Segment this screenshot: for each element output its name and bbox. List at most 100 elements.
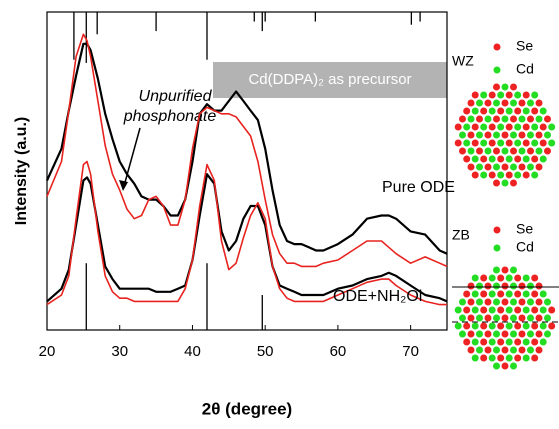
atom [467, 298, 475, 306]
atom [480, 354, 488, 362]
atom [463, 338, 471, 346]
atom [539, 306, 547, 314]
atom [548, 139, 556, 147]
atom [505, 306, 513, 314]
atom [471, 139, 479, 147]
atom [484, 346, 492, 354]
atom [539, 322, 547, 330]
atom [535, 163, 543, 171]
atom [493, 314, 500, 322]
atom [510, 83, 517, 91]
legend-dot [493, 226, 501, 234]
data-line [46, 160, 447, 306]
atom [522, 274, 530, 282]
legend-label: Se [516, 38, 533, 54]
atom [535, 314, 543, 322]
atom [501, 179, 509, 187]
x-axis-label: 2θ (degree) [202, 399, 292, 418]
atom [514, 139, 522, 147]
atom [471, 155, 479, 163]
atom [463, 139, 471, 147]
atom [467, 163, 475, 171]
atom [505, 290, 513, 298]
atom [476, 147, 483, 155]
atom [518, 147, 526, 155]
atom [493, 163, 500, 171]
atom [505, 322, 513, 330]
atom [522, 171, 530, 179]
atom [510, 99, 517, 107]
atom [510, 163, 517, 171]
atom [480, 290, 488, 298]
atom [539, 155, 547, 163]
atom [497, 306, 505, 314]
atom [531, 123, 539, 131]
atom [527, 330, 534, 338]
atom [493, 266, 500, 274]
data-line [45, 42, 448, 255]
structure-name: ZB [452, 227, 470, 243]
atom [510, 362, 517, 370]
atom [501, 314, 509, 322]
x-tick-label: 30 [111, 343, 128, 360]
atom [522, 91, 530, 99]
atom [488, 139, 496, 147]
atom [514, 107, 522, 115]
atom [531, 155, 539, 163]
atom [522, 338, 530, 346]
atom [501, 266, 509, 274]
atom [467, 131, 475, 139]
atom [463, 306, 471, 314]
atom [510, 314, 517, 322]
atom [535, 346, 543, 354]
atom [463, 290, 471, 298]
structure-name: WZ [452, 53, 474, 69]
atom [484, 298, 492, 306]
atom [510, 282, 517, 290]
atom [548, 322, 556, 330]
atom [497, 155, 505, 163]
atom [484, 314, 492, 322]
atom [527, 131, 534, 139]
x-tick-label: 50 [257, 343, 274, 360]
atom [531, 338, 539, 346]
atom [476, 330, 483, 338]
atom [493, 330, 500, 338]
atom [480, 91, 488, 99]
atom [501, 115, 509, 123]
atom [527, 115, 534, 123]
atom [535, 147, 543, 155]
x-tick-label: 20 [39, 343, 56, 360]
atom [531, 107, 539, 115]
atom [476, 282, 483, 290]
atom [493, 99, 500, 107]
legend-label: Cd [516, 239, 534, 255]
atom [510, 298, 517, 306]
atom [518, 330, 526, 338]
atom [471, 290, 479, 298]
atom [510, 266, 517, 274]
atom [488, 107, 496, 115]
atom [514, 171, 522, 179]
atom [522, 322, 530, 330]
atom [522, 139, 530, 147]
atom [467, 346, 475, 354]
plot-frame [46, 11, 448, 331]
atom [544, 330, 551, 338]
atom [510, 131, 517, 139]
atom [476, 115, 483, 123]
atom [471, 338, 479, 346]
atom [514, 91, 522, 99]
atom [514, 274, 522, 282]
atom [454, 123, 462, 131]
atom [501, 131, 509, 139]
atom [539, 338, 547, 346]
atom [484, 330, 492, 338]
atom [497, 274, 505, 282]
atom [488, 123, 496, 131]
atom [505, 171, 513, 179]
atom [535, 298, 543, 306]
atom [488, 322, 496, 330]
atom [476, 99, 483, 107]
